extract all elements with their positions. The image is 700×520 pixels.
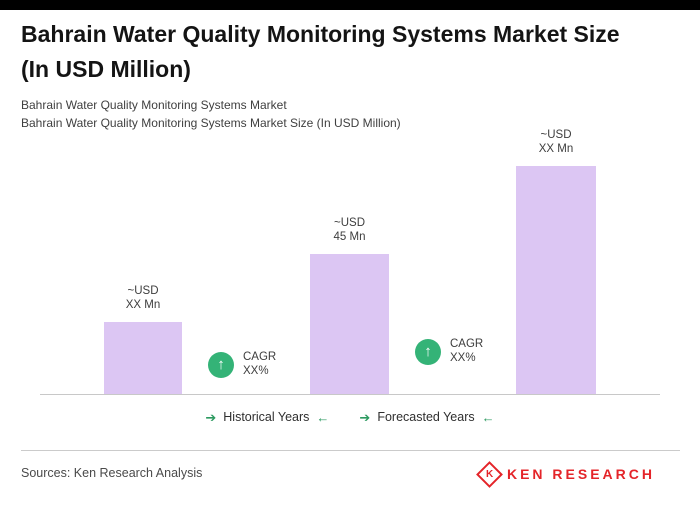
arrow-left-icon: ← (481, 410, 495, 425)
bar-value-line2: XX Mn (538, 143, 574, 155)
cagr-text: CAGR XX% (243, 351, 276, 378)
bar-historical: ~USD XX Mn (104, 285, 182, 394)
page-title: Bahrain Water Quality Monitoring Systems… (21, 21, 620, 82)
bar-current: ~USD 45 Mn (310, 217, 389, 394)
cagr-label: CAGR (243, 351, 277, 363)
legend-forecasted-years: ➔ Forecasted Years ← (359, 409, 494, 426)
cagr-label: CAGR (450, 338, 484, 350)
cagr-badge-historical: ↑ CAGR XX% (208, 351, 276, 378)
bar-value-label: ~USD XX Mn (73, 284, 213, 312)
growth-up-arrow-icon: ↑ (208, 351, 234, 378)
bar-value-label: ~USD 45 Mn (280, 216, 420, 244)
legend-label: Forecasted Years (377, 410, 475, 424)
legend-historical-years: ➔ Historical Years ← (205, 409, 329, 426)
subtitle-line-2: Bahrain Water Quality Monitoring Systems… (21, 116, 401, 130)
bar-forecast: ~USD XX Mn (516, 129, 596, 394)
bar-value-line1: ~USD (127, 285, 159, 297)
sources-text: Sources: Ken Research Analysis (21, 466, 203, 480)
top-accent-bar (0, 0, 700, 10)
arrow-left-icon: ← (316, 410, 330, 425)
arrow-right-icon: ➔ (359, 410, 371, 425)
x-axis-legend: ➔ Historical Years ← ➔ Forecasted Years … (0, 409, 700, 426)
logo-k-letter: K (485, 468, 494, 480)
cagr-value: XX% (450, 351, 476, 364)
bar-value-line1: ~USD (334, 217, 365, 229)
up-arrow-glyph: ↑ (424, 343, 432, 360)
up-arrow-glyph: ↑ (217, 356, 225, 373)
bar-value-label: ~USD XX Mn (486, 128, 626, 156)
cagr-value: XX% (243, 364, 269, 377)
subtitle-line-1: Bahrain Water Quality Monitoring Systems… (21, 98, 287, 112)
bar-value-line2: 45 Mn (333, 231, 366, 243)
logo-k-diamond-icon: K (476, 460, 503, 488)
ken-research-logo: K KEN RESEARCH (476, 460, 655, 488)
bar-value-line1: ~USD (540, 129, 572, 141)
bar-value-line2: XX Mn (125, 299, 161, 311)
chart-subtitle: Bahrain Water Quality Monitoring Systems… (21, 96, 401, 132)
cagr-text: CAGR XX% (450, 338, 483, 365)
arrow-right-icon: ➔ (205, 410, 217, 425)
growth-up-arrow-icon: ↑ (415, 338, 441, 365)
legend-label: Historical Years (223, 410, 310, 424)
x-axis-line (40, 394, 660, 395)
footer-divider (21, 450, 680, 451)
cagr-badge-forecast: ↑ CAGR XX% (415, 338, 483, 365)
logo-text: KEN RESEARCH (506, 466, 655, 482)
